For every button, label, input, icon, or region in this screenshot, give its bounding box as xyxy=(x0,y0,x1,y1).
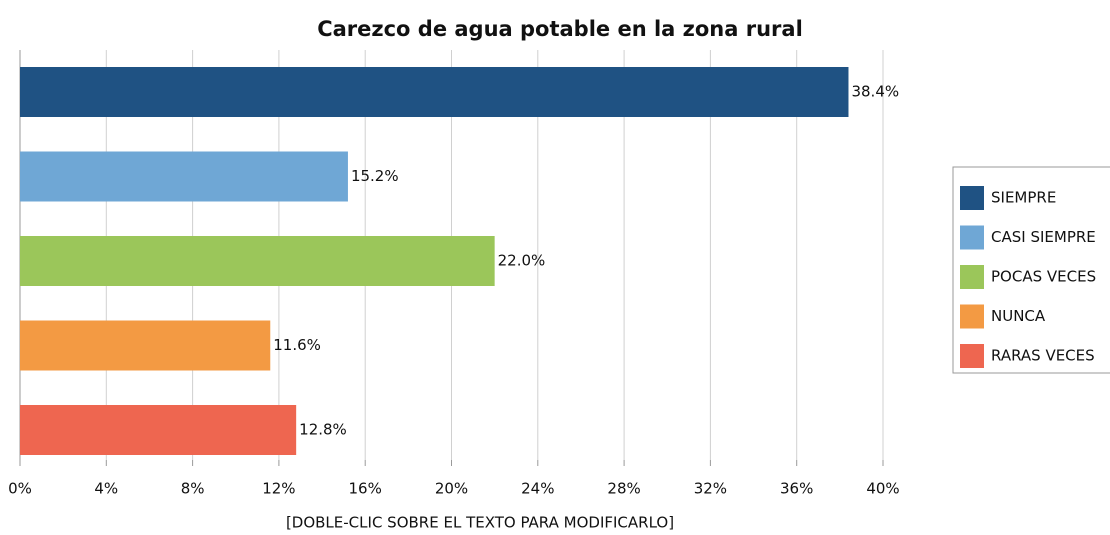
x-tick-label: 24% xyxy=(521,480,554,498)
bar xyxy=(20,320,271,371)
legend-swatch xyxy=(960,265,984,289)
legend-label: POCAS VECES xyxy=(991,268,1096,286)
x-tick-label: 40% xyxy=(866,480,899,498)
legend-swatch xyxy=(960,186,984,210)
chart-title: Carezco de agua potable en la zona rural xyxy=(317,17,803,41)
legend-swatch xyxy=(960,304,984,329)
bar xyxy=(20,236,495,286)
x-tick-label: 4% xyxy=(94,480,118,498)
x-tick-label: 32% xyxy=(694,480,727,498)
x-axis-label: [DOBLE-CLIC SOBRE EL TEXTO PARA MODIFICA… xyxy=(286,514,674,532)
legend-label: SIEMPRE xyxy=(991,189,1056,207)
data-label: 15.2% xyxy=(351,167,399,185)
x-tick-label: 16% xyxy=(349,480,382,498)
x-tick-label: 36% xyxy=(780,480,813,498)
x-tick-label: 20% xyxy=(435,480,468,498)
legend-label: CASI SIEMPRE xyxy=(991,228,1096,246)
bar xyxy=(20,67,849,117)
data-label: 22.0% xyxy=(498,252,546,270)
bar xyxy=(20,405,297,455)
data-label: 11.6% xyxy=(273,336,321,354)
x-tick-label: 28% xyxy=(607,480,640,498)
legend-swatch xyxy=(960,344,984,368)
legend-label: RARAS VECES xyxy=(991,347,1095,365)
x-tick-label: 12% xyxy=(262,480,295,498)
data-label: 12.8% xyxy=(299,421,347,439)
legend-swatch xyxy=(960,225,984,250)
legend-label: NUNCA xyxy=(991,307,1046,325)
legend: SIEMPRE CASI SIEMPRE POCAS VECES NUNCA RARAS… xyxy=(952,166,1110,374)
data-label: 38.4% xyxy=(851,83,899,101)
x-tick-label: 8% xyxy=(181,480,205,498)
bar xyxy=(20,151,348,202)
x-tick-label: 0% xyxy=(8,480,32,498)
